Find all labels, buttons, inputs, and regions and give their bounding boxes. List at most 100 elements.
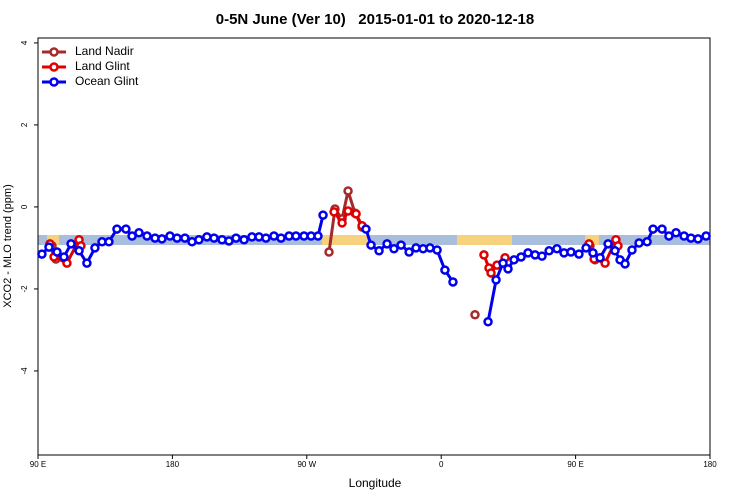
- data-point: [59, 252, 69, 262]
- data-point: [374, 246, 384, 256]
- data-point: [343, 186, 353, 196]
- data-point: [448, 277, 458, 287]
- data-point: [74, 246, 84, 256]
- data-point: [172, 233, 182, 243]
- data-point: [620, 259, 630, 269]
- x-axis-title: Longitude: [349, 476, 402, 490]
- y-tick-label: -4: [20, 367, 29, 375]
- plot-frame: [37, 37, 711, 456]
- y-tick-label: 0: [20, 204, 29, 209]
- data-point: [479, 250, 489, 260]
- data-point: [486, 268, 496, 278]
- data-point: [483, 316, 493, 327]
- legend-marker: [49, 62, 59, 72]
- data-point: [157, 234, 167, 244]
- data-point: [544, 246, 554, 256]
- data-point: [657, 224, 667, 234]
- data-point: [516, 252, 526, 262]
- data-point: [503, 264, 513, 274]
- data-point: [701, 231, 711, 241]
- land-band: [47, 235, 59, 245]
- data-point: [291, 231, 301, 241]
- data-point: [44, 242, 54, 252]
- data-point: [389, 244, 399, 254]
- data-point: [351, 209, 361, 219]
- data-point: [491, 275, 501, 285]
- data-point: [134, 228, 144, 238]
- data-point: [104, 237, 114, 247]
- ocean-band: [38, 235, 710, 245]
- legend-marker: [49, 77, 59, 87]
- data-point: [470, 310, 480, 320]
- data-point: [600, 258, 610, 268]
- x-tick-label: 180: [703, 460, 717, 469]
- data-point: [261, 233, 271, 243]
- data-point: [180, 233, 190, 243]
- data-point: [52, 247, 62, 257]
- data-point: [404, 247, 414, 257]
- x-tick-label: 90 E: [30, 460, 46, 469]
- data-point: [634, 238, 644, 248]
- data-point: [202, 232, 212, 242]
- data-point: [329, 207, 339, 217]
- data-point: [112, 224, 122, 234]
- data-point: [337, 218, 347, 228]
- data-point: [537, 251, 547, 261]
- data-point: [231, 233, 241, 243]
- data-point: [121, 224, 131, 234]
- data-point: [361, 224, 371, 234]
- x-tick-label: 90 E: [567, 460, 583, 469]
- y-axis-title: XCO2 - MLO trend (ppm): [2, 184, 14, 307]
- x-tick-label: 180: [166, 460, 180, 469]
- data-point: [588, 248, 598, 258]
- data-point: [82, 258, 92, 268]
- data-point: [37, 249, 47, 259]
- surface-band: [38, 235, 710, 245]
- legend-label: Land Nadir: [75, 44, 134, 58]
- data-point: [627, 245, 637, 255]
- data-point: [209, 233, 219, 243]
- data-point: [648, 224, 658, 234]
- data-point: [66, 239, 76, 249]
- x-tick-label: 90 W: [297, 460, 316, 469]
- data-point: [324, 247, 334, 257]
- data-point: [603, 239, 613, 249]
- data-point: [366, 240, 376, 250]
- data-point: [595, 253, 605, 263]
- data-point: [574, 249, 584, 259]
- data-point: [566, 247, 576, 257]
- y-tick-label: -2: [20, 285, 29, 293]
- data-point: [194, 234, 204, 245]
- legend-label: Land Glint: [75, 59, 130, 73]
- data-point: [90, 243, 100, 253]
- data-point: [382, 239, 392, 249]
- data-point: [581, 243, 591, 253]
- x-tick-label: 0: [439, 460, 444, 469]
- data-point: [239, 234, 249, 245]
- data-point: [664, 231, 674, 241]
- data-point: [498, 258, 508, 268]
- series-line: [50, 189, 597, 261]
- land-band: [585, 235, 599, 245]
- data-point: [440, 265, 450, 275]
- data-point: [610, 246, 620, 256]
- legend-label: Ocean Glint: [75, 74, 139, 88]
- data-point: [396, 240, 406, 250]
- land-band: [322, 235, 370, 245]
- data-point: [343, 206, 353, 216]
- data-point: [318, 210, 328, 220]
- data-point: [642, 237, 652, 247]
- land-band: [457, 235, 512, 245]
- data-point: [693, 234, 703, 244]
- data-point: [313, 231, 323, 241]
- legend-marker: [49, 47, 59, 57]
- data-point: [142, 231, 152, 241]
- y-tick-label: 4: [20, 40, 29, 45]
- data-point: [432, 245, 442, 255]
- chart-title: 0-5N June (Ver 10) 2015-01-01 to 2020-12…: [216, 11, 535, 28]
- data-point: [671, 228, 681, 238]
- data-point: [276, 233, 286, 243]
- data-point: [552, 244, 562, 254]
- y-tick-label: 2: [20, 122, 29, 127]
